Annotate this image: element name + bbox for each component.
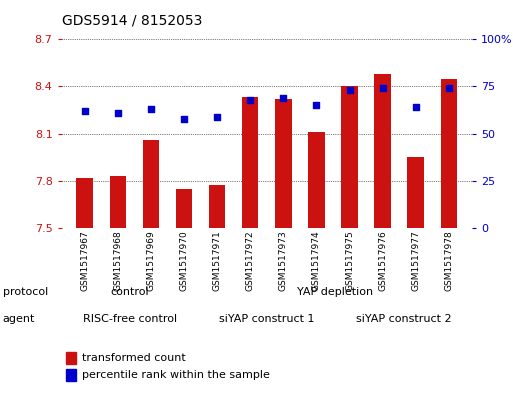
Text: siYAP construct 2: siYAP construct 2: [356, 314, 451, 324]
Bar: [242, 97, 259, 228]
Bar: [66, 352, 76, 364]
Text: GSM1517968: GSM1517968: [113, 230, 122, 291]
Bar: [407, 157, 424, 228]
Text: GSM1517978: GSM1517978: [444, 230, 453, 291]
Point: [345, 87, 353, 94]
Point: [411, 104, 420, 110]
Text: RISC-free control: RISC-free control: [83, 314, 177, 324]
Text: GSM1517972: GSM1517972: [246, 230, 255, 291]
Bar: [374, 74, 391, 228]
Text: transformed count: transformed count: [82, 353, 186, 363]
Text: GDS5914 / 8152053: GDS5914 / 8152053: [62, 13, 202, 28]
Text: GSM1517967: GSM1517967: [80, 230, 89, 291]
Text: percentile rank within the sample: percentile rank within the sample: [82, 370, 270, 380]
Bar: [143, 140, 159, 228]
Bar: [441, 79, 457, 228]
Bar: [110, 176, 126, 228]
Text: protocol: protocol: [3, 286, 48, 297]
Text: agent: agent: [3, 314, 35, 324]
Text: GSM1517969: GSM1517969: [146, 230, 155, 291]
Bar: [341, 86, 358, 228]
Text: YAP depletion: YAP depletion: [297, 287, 373, 297]
Bar: [308, 132, 325, 228]
Text: GSM1517971: GSM1517971: [212, 230, 222, 291]
Point: [379, 85, 387, 92]
Point: [114, 110, 122, 116]
Text: GSM1517976: GSM1517976: [378, 230, 387, 291]
Bar: [176, 189, 192, 228]
Text: GSM1517975: GSM1517975: [345, 230, 354, 291]
Text: GSM1517973: GSM1517973: [279, 230, 288, 291]
Point: [279, 95, 287, 101]
Text: siYAP construct 1: siYAP construct 1: [219, 314, 314, 324]
Point: [81, 108, 89, 114]
Point: [246, 97, 254, 103]
Text: control: control: [111, 287, 149, 297]
Bar: [275, 99, 291, 228]
Point: [180, 116, 188, 122]
Point: [213, 114, 221, 120]
Point: [445, 85, 453, 92]
Bar: [66, 369, 76, 381]
Point: [312, 102, 321, 108]
Text: GSM1517974: GSM1517974: [312, 230, 321, 291]
Bar: [209, 185, 225, 228]
Point: [147, 106, 155, 112]
Text: GSM1517977: GSM1517977: [411, 230, 420, 291]
Bar: [76, 178, 93, 228]
Text: GSM1517970: GSM1517970: [180, 230, 188, 291]
